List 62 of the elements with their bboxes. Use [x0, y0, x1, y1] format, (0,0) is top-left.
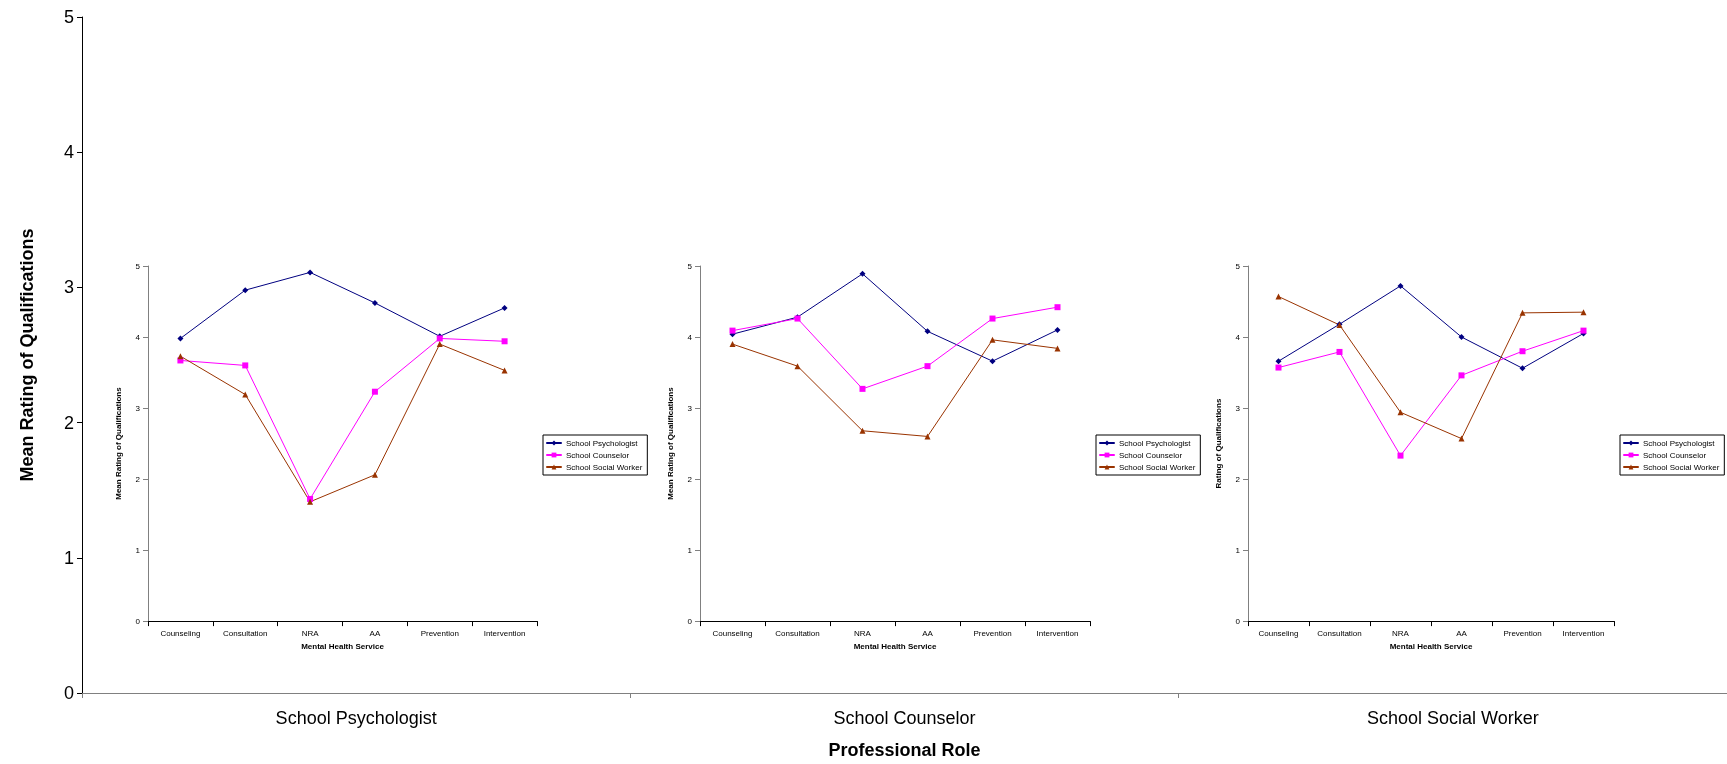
x-tick-label: NRA [301, 628, 320, 638]
legend-label: School Psychologist [1119, 438, 1192, 448]
y-tick-label: 0 [135, 616, 141, 626]
x-tick-label: Counseling [1258, 628, 1299, 638]
legend-label: School Social Worker [1643, 462, 1720, 472]
x-tick-label: Prevention [420, 628, 459, 638]
y-axis-title: Mean Rating of Qualifications [17, 228, 37, 482]
x-tick-label: School Psychologist [275, 708, 437, 728]
y-tick-label: 1 [135, 545, 141, 555]
x-tick-label: Counseling [712, 628, 753, 638]
x-axis-title: Mental Health Service [301, 641, 385, 651]
x-tick-label: Counseling [160, 628, 201, 638]
y-tick-label: 4 [63, 142, 74, 163]
x-tick-label: Consultation [775, 628, 820, 638]
x-tick-label: School Counselor [833, 708, 976, 728]
y-tick-label: 4 [1235, 332, 1241, 342]
y-tick-label: 2 [135, 474, 141, 484]
legend-label: School Social Worker [1119, 462, 1196, 472]
y-tick-label: 5 [135, 261, 141, 271]
y-tick-label: 0 [687, 616, 693, 626]
x-tick-label: Consultation [223, 628, 268, 638]
y-tick-label: 3 [63, 277, 74, 298]
y-tick-label: 1 [1235, 545, 1241, 555]
y-tick-label: 3 [1235, 403, 1241, 413]
x-tick-label: AA [369, 628, 381, 638]
x-tick-label: Prevention [1503, 628, 1542, 638]
x-axis-title: Professional Role [828, 740, 981, 760]
y-tick-label: 5 [1235, 261, 1241, 271]
y-tick-label: 5 [687, 261, 693, 271]
legend-label: School Psychologist [566, 438, 639, 448]
y-tick-label: 0 [63, 683, 74, 703]
y-tick-label: 3 [687, 403, 693, 413]
y-tick-label: 5 [63, 7, 74, 27]
x-tick-label: AA [922, 628, 934, 638]
y-tick-label: 4 [135, 332, 141, 342]
x-tick-label: Intervention [1036, 628, 1079, 638]
legend-label: School Counselor [1119, 450, 1183, 460]
x-axis-title: Mental Health Service [1389, 641, 1473, 651]
legend-label: School Social Worker [566, 462, 643, 472]
y-tick-label: 0 [1235, 616, 1241, 626]
legend-label: School Counselor [566, 450, 630, 460]
y-axis-title: Rating of Qualifications [1213, 398, 1223, 489]
x-tick-label: Consultation [1317, 628, 1362, 638]
y-tick-label: 2 [1235, 474, 1241, 484]
y-tick-label: 1 [687, 545, 693, 555]
x-tick-label: NRA [854, 628, 872, 638]
x-tick-label: AA [1456, 628, 1468, 638]
x-tick-label: Intervention [1562, 628, 1605, 638]
x-axis-title: Mental Health Service [853, 641, 937, 651]
y-tick-label: 1 [63, 547, 74, 568]
legend-label: School Counselor [1643, 450, 1707, 460]
x-tick-label: School Social Worker [1366, 708, 1539, 728]
x-tick-label: NRA [1392, 628, 1410, 638]
y-axis-title: Mean Rating of Qualifications [113, 386, 123, 500]
y-tick-label: 3 [135, 403, 141, 413]
y-tick-label: 4 [687, 332, 693, 342]
legend-label: School Psychologist [1643, 438, 1716, 448]
y-tick-label: 2 [687, 474, 693, 484]
y-tick-label: 2 [63, 412, 74, 433]
x-tick-label: Intervention [483, 628, 526, 638]
x-tick-label: Prevention [973, 628, 1012, 638]
y-axis-title: Mean Rating of Qualifications [665, 386, 675, 500]
